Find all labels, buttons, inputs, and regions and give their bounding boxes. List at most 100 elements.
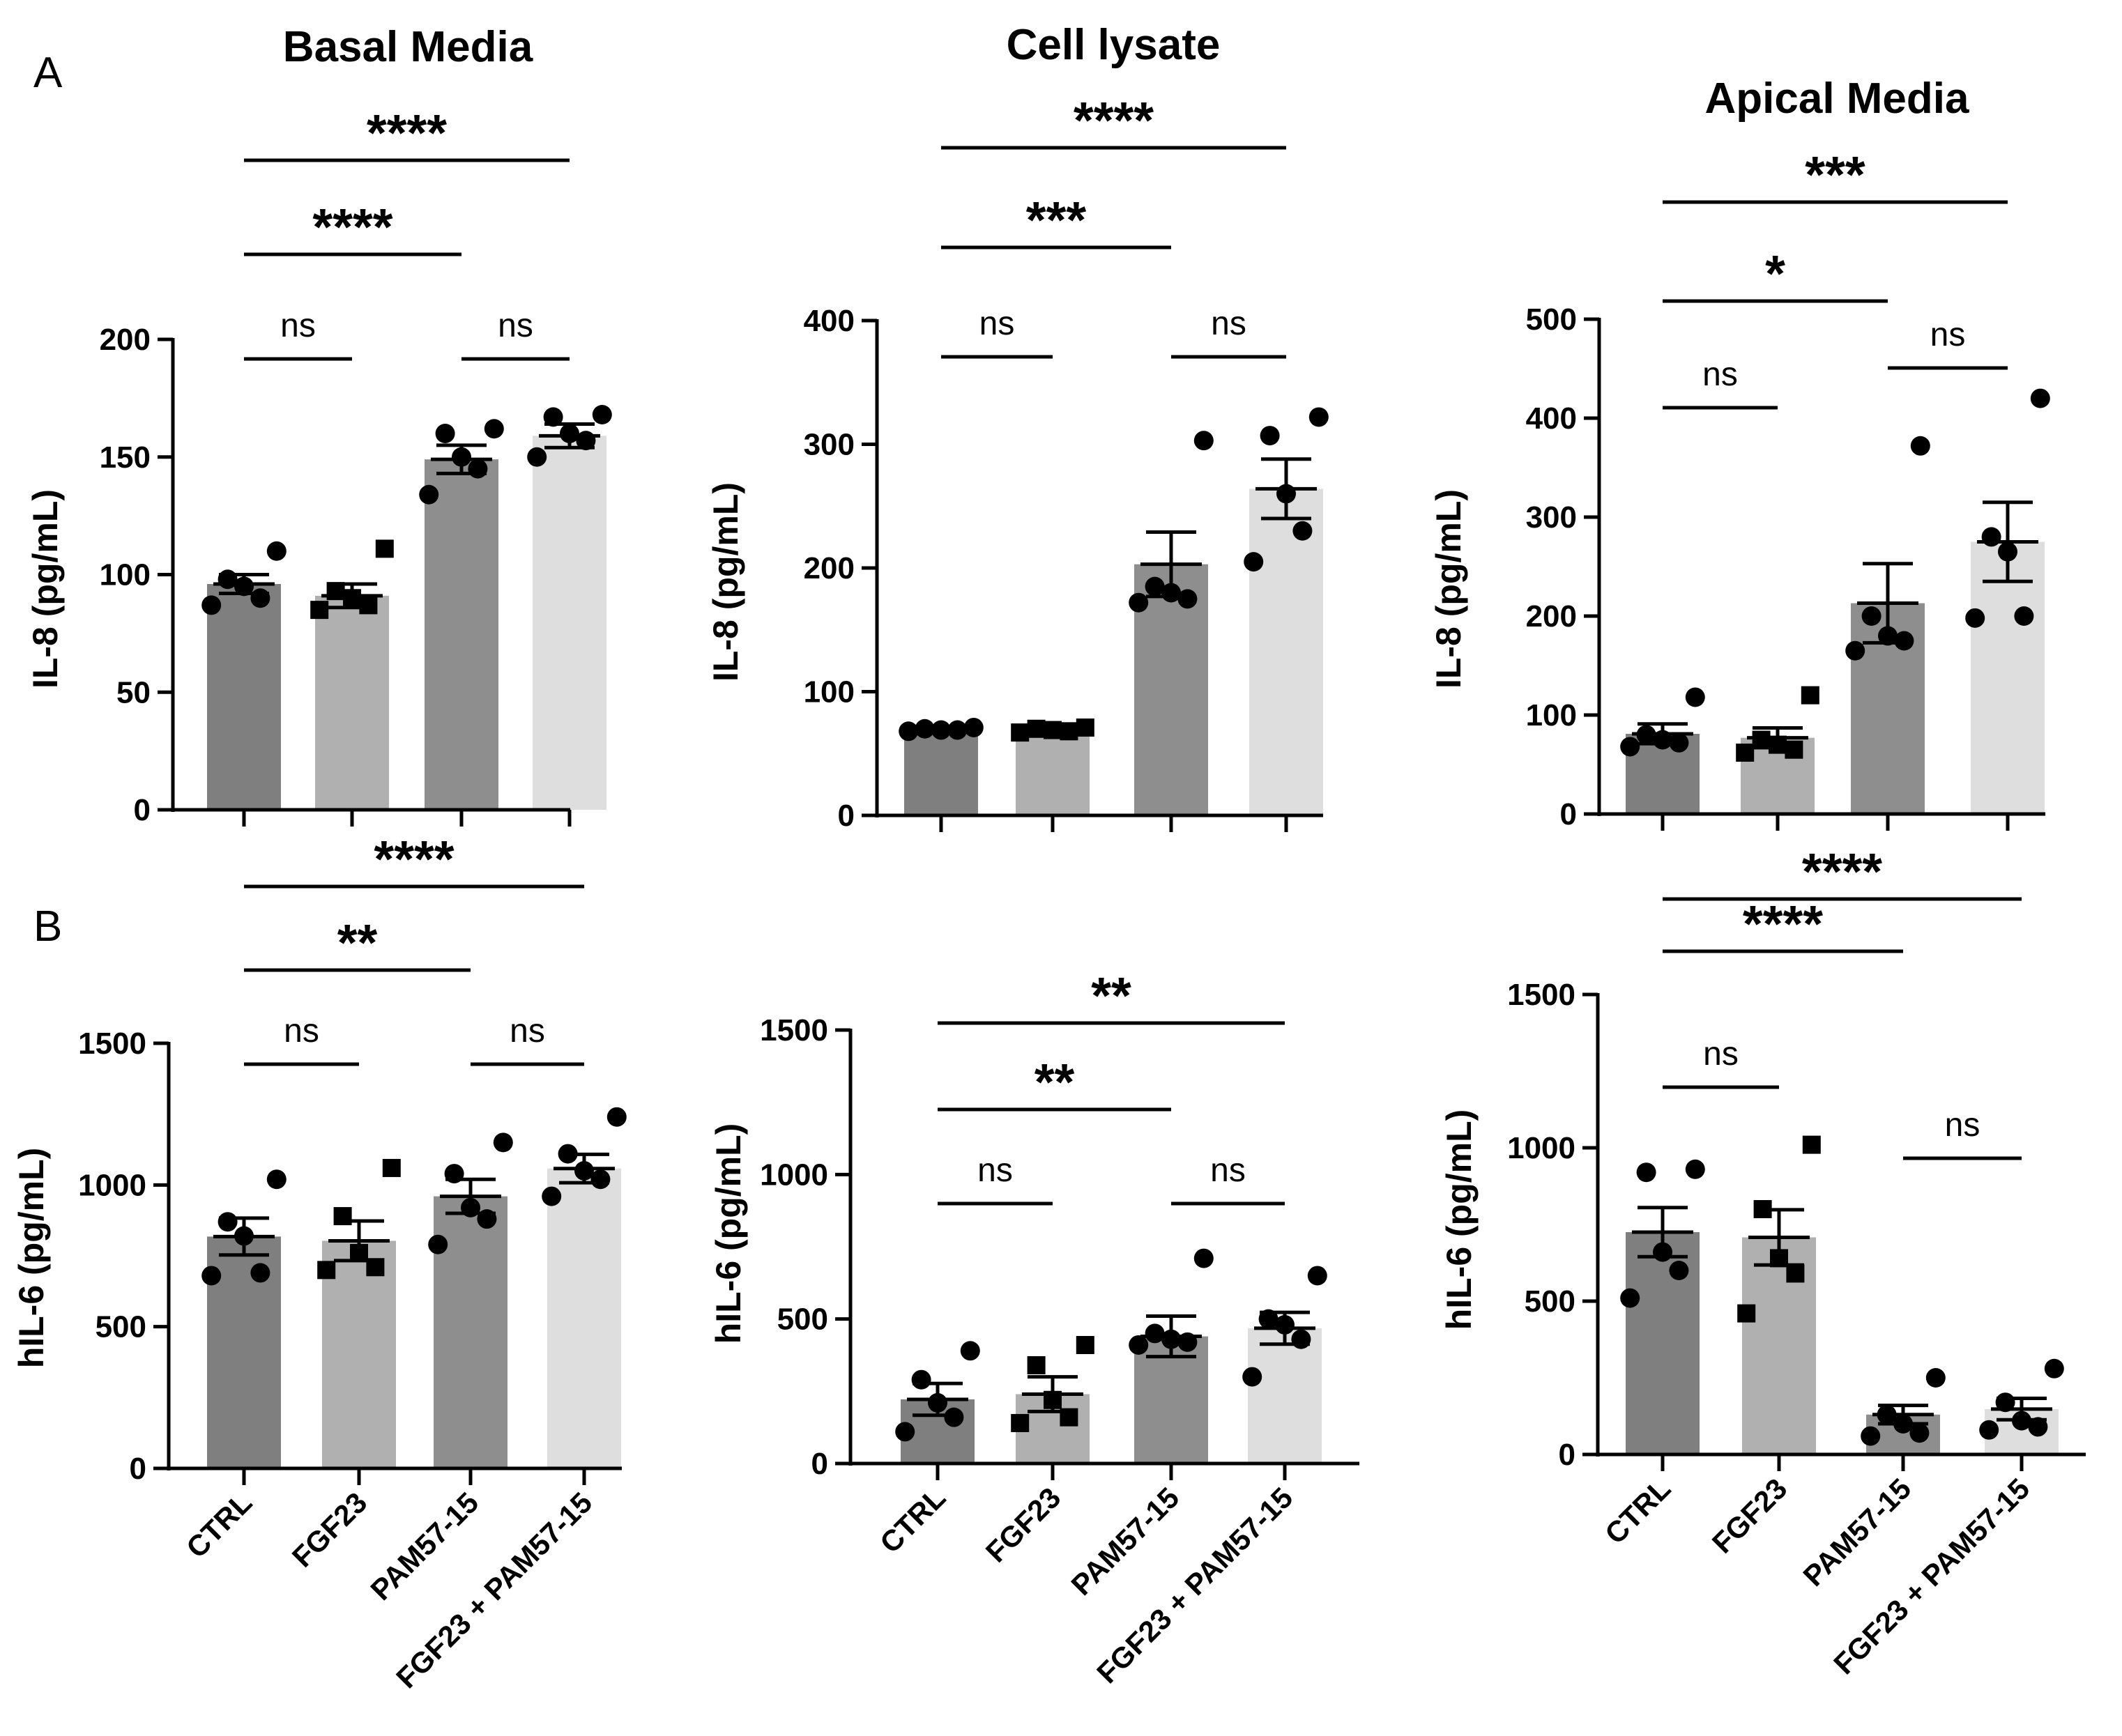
data-point-circle (963, 717, 984, 737)
data-point-circle (1965, 608, 1985, 628)
significance-star-label: *** (1805, 146, 1865, 203)
data-point-circle (266, 541, 287, 561)
y-axis-label: IL-8 (pg/mL) (1429, 489, 1468, 689)
y-axis-label: hIL-6 (pg/mL) (709, 1123, 748, 1344)
y-tick-label: 1500 (1507, 978, 1575, 1012)
data-point-circle (1193, 1248, 1214, 1268)
y-axis-label: IL-8 (pg/mL) (26, 489, 65, 689)
bar-fgf23-pam57-15 (533, 436, 606, 810)
data-point-square (382, 1158, 401, 1177)
chart-title: Cell lysate (1007, 21, 1221, 69)
data-point-circle (895, 1422, 915, 1442)
data-point-square (1752, 730, 1771, 749)
x-category-label: FGF23 (286, 1486, 374, 1574)
significance-ns-label: ns (1703, 1036, 1739, 1073)
chart-a3: Apical Media IL-8 (pg/mL) 0 100 200 300 400 500… (1429, 75, 2050, 831)
data-point-circle (250, 1263, 270, 1283)
data-point-square (375, 539, 394, 558)
y-tick-label: 0 (1559, 1438, 1575, 1472)
significance-star-label: ** (1035, 1053, 1075, 1111)
y-tick-label: 400 (804, 304, 855, 338)
data-point-square (1785, 740, 1803, 759)
data-point-circle (1685, 1159, 1705, 1179)
significance-ns-label: ns (979, 305, 1015, 342)
significance-star-label: **** (1743, 895, 1823, 953)
x-category-label: CTRL (873, 1481, 952, 1559)
significance-star-label: ** (337, 914, 378, 971)
y-tick-label: 500 (96, 1310, 146, 1344)
significance-ns-label: ns (1945, 1107, 1980, 1144)
data-point-circle (2028, 1417, 2048, 1437)
y-tick-label: 0 (838, 799, 855, 833)
data-point-circle (542, 1186, 562, 1206)
data-point-circle (543, 407, 563, 427)
data-point-circle (435, 424, 455, 443)
data-point-circle (1636, 1162, 1656, 1183)
data-point-circle (1979, 1420, 1999, 1440)
data-point-circle (527, 447, 547, 467)
y-tick-label: 0 (1560, 797, 1577, 831)
significance-star-label: * (1765, 245, 1785, 302)
y-tick-label: 0 (134, 793, 151, 827)
data-point-circle (266, 1169, 287, 1190)
data-point-circle (1620, 1288, 1640, 1308)
data-point-square (1027, 1356, 1046, 1375)
y-tick-label: 50 (116, 675, 151, 709)
data-point-circle (590, 1169, 611, 1190)
data-point-circle (1861, 606, 1881, 626)
data-point-circle (1145, 576, 1165, 597)
data-point-circle (493, 1132, 513, 1153)
data-point-circle (468, 459, 488, 479)
y-axis-label: IL-8 (pg/mL) (706, 482, 745, 682)
data-point-circle (944, 1407, 964, 1427)
significance-star-label: **** (312, 198, 392, 256)
significance-star-label: **** (367, 104, 447, 162)
data-point-circle (428, 1234, 448, 1254)
bar-ctrl (904, 730, 978, 815)
data-point-circle (1129, 1335, 1149, 1355)
data-point-circle (1845, 640, 1865, 661)
data-point-circle (2030, 388, 2050, 408)
data-point-circle (1685, 687, 1705, 707)
significance-star-label: **** (1802, 843, 1882, 900)
significance-ns-label: ns (977, 1152, 1013, 1189)
y-axis-label: hIL-6 (pg/mL) (1440, 1109, 1479, 1330)
chart-b1: hIL-6 (pg/mL) 0 500 1000 1500 CTRL FGF23PAM57-… (12, 830, 627, 1694)
data-point-circle (217, 1212, 238, 1232)
data-point-circle (1894, 631, 1914, 651)
significance-star-label: *** (1026, 191, 1087, 249)
data-point-square (1737, 1304, 1756, 1323)
y-tick-label: 200 (1526, 599, 1577, 633)
data-point-square (1076, 1335, 1094, 1354)
data-point-square (1802, 1135, 1821, 1154)
chart-b2: hIL-6 (pg/mL) 0 500 1000 1500 CTRL FGF23PAM57-… (709, 967, 1359, 1689)
x-category-label: FGF23 + PAM57-15 (390, 1486, 598, 1694)
data-point-circle (250, 588, 270, 608)
data-point-circle (1861, 1426, 1881, 1446)
bar-fgf23-pam57-15 (547, 1168, 621, 1468)
bar-fgf23 (315, 595, 389, 810)
chart-title: Basal Media (283, 23, 533, 71)
significance-ns-label: ns (1211, 305, 1246, 342)
y-tick-label: 300 (1526, 500, 1577, 535)
data-point-circle (1909, 1423, 1930, 1443)
significance-ns-label: ns (1702, 356, 1738, 393)
y-tick-label: 1000 (1507, 1131, 1575, 1165)
x-category-label: FGF23 (979, 1481, 1067, 1569)
bar-fgf23 (1016, 730, 1090, 815)
data-point-circle (1308, 407, 1329, 427)
x-category-label: FGF23 (1706, 1472, 1794, 1560)
significance-ns-label: ns (280, 307, 316, 344)
bar-pam57-15 (434, 1196, 507, 1468)
x-category-label: PAM57-15 (1064, 1481, 1185, 1601)
bar-fgf23-pam57-15 (1249, 489, 1323, 815)
data-point-circle (1145, 1323, 1165, 1344)
data-point-circle (1129, 592, 1149, 613)
significance-star-label: ** (1091, 967, 1131, 1024)
y-tick-label: 500 (1525, 1284, 1575, 1319)
y-tick-label: 1000 (78, 1168, 146, 1202)
y-tick-label: 100 (100, 558, 151, 592)
chart-a1: Basal Media IL-8 (pg/mL) 0 50 100 150 200 ns ns *… (26, 23, 612, 827)
data-point-square (1011, 723, 1030, 742)
